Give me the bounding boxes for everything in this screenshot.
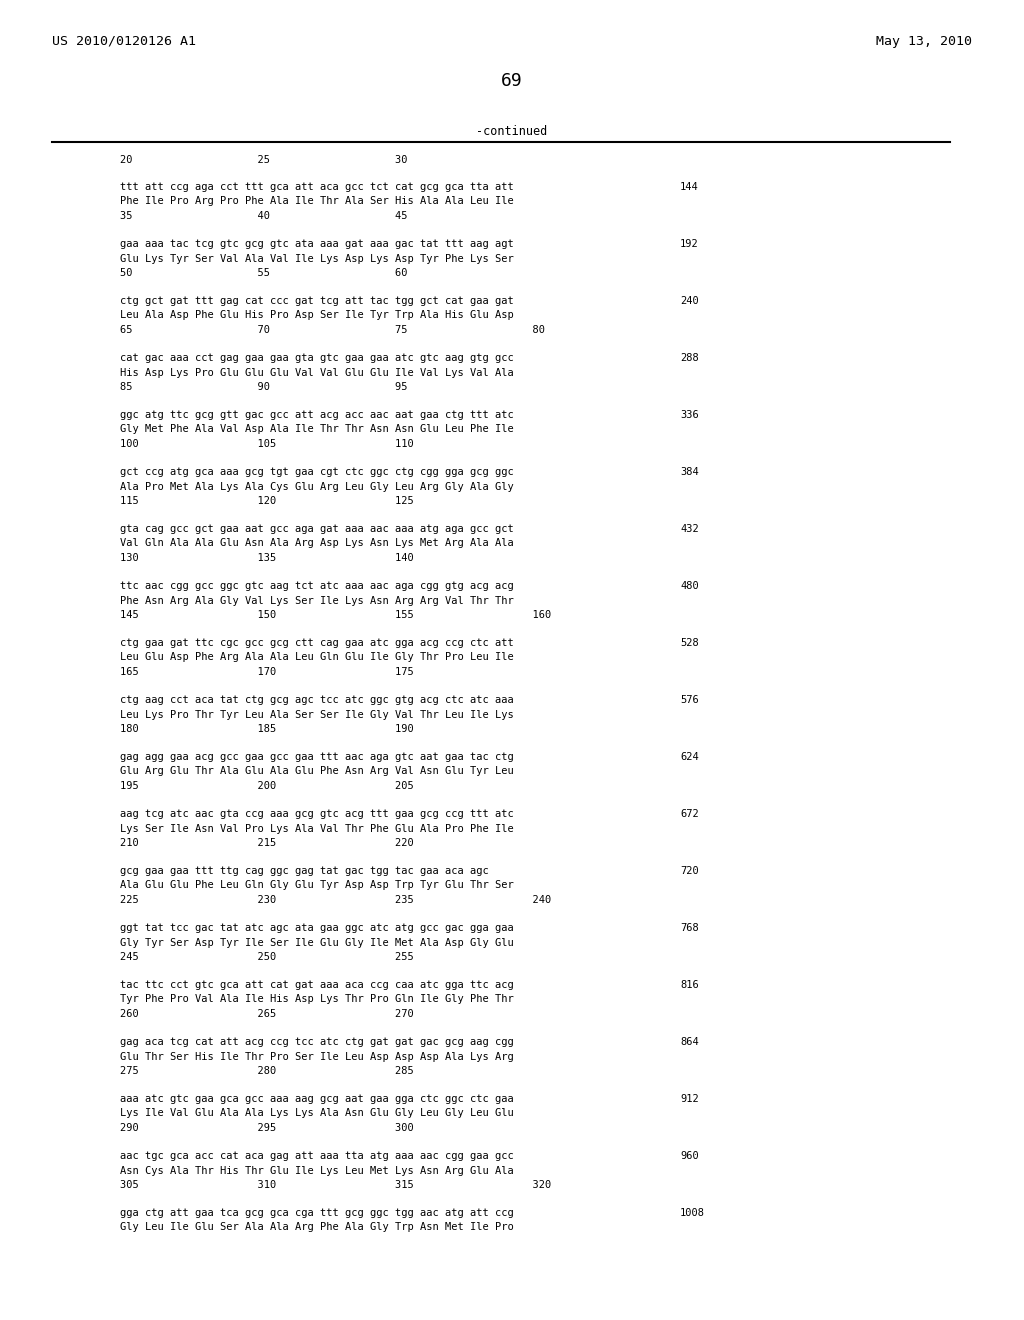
Text: 672: 672 [680,809,698,818]
Text: 720: 720 [680,866,698,876]
Text: cat gac aaa cct gag gaa gaa gta gtc gaa gaa atc gtc aag gtg gcc: cat gac aaa cct gag gaa gaa gta gtc gaa … [120,352,514,363]
Text: gct ccg atg gca aaa gcg tgt gaa cgt ctc ggc ctg cgg gga gcg ggc: gct ccg atg gca aaa gcg tgt gaa cgt ctc … [120,467,514,477]
Text: Gly Met Phe Ala Val Asp Ala Ile Thr Thr Asn Asn Glu Leu Phe Ile: Gly Met Phe Ala Val Asp Ala Ile Thr Thr … [120,425,514,434]
Text: gag aca tcg cat att acg ccg tcc atc ctg gat gat gac gcg aag cgg: gag aca tcg cat att acg ccg tcc atc ctg … [120,1038,514,1047]
Text: 115                   120                   125: 115 120 125 [120,496,414,506]
Text: 260                   265                   270: 260 265 270 [120,1008,414,1019]
Text: 145                   150                   155                   160: 145 150 155 160 [120,610,551,620]
Text: 864: 864 [680,1038,698,1047]
Text: US 2010/0120126 A1: US 2010/0120126 A1 [52,36,196,48]
Text: aaa atc gtc gaa gca gcc aaa aag gcg aat gaa gga ctc ggc ctc gaa: aaa atc gtc gaa gca gcc aaa aag gcg aat … [120,1094,514,1104]
Text: 576: 576 [680,696,698,705]
Text: gaa aaa tac tcg gtc gcg gtc ata aaa gat aaa gac tat ttt aag agt: gaa aaa tac tcg gtc gcg gtc ata aaa gat … [120,239,514,249]
Text: Leu Glu Asp Phe Arg Ala Ala Leu Gln Glu Ile Gly Thr Pro Leu Ile: Leu Glu Asp Phe Arg Ala Ala Leu Gln Glu … [120,652,514,663]
Text: aag tcg atc aac gta ccg aaa gcg gtc acg ttt gaa gcg ccg ttt atc: aag tcg atc aac gta ccg aaa gcg gtc acg … [120,809,514,818]
Text: 240: 240 [680,296,698,306]
Text: 480: 480 [680,581,698,591]
Text: Asn Cys Ala Thr His Thr Glu Ile Lys Leu Met Lys Asn Arg Glu Ala: Asn Cys Ala Thr His Thr Glu Ile Lys Leu … [120,1166,514,1176]
Text: 816: 816 [680,979,698,990]
Text: 288: 288 [680,352,698,363]
Text: ttc aac cgg gcc ggc gtc aag tct atc aaa aac aga cgg gtg acg acg: ttc aac cgg gcc ggc gtc aag tct atc aaa … [120,581,514,591]
Text: May 13, 2010: May 13, 2010 [876,36,972,48]
Text: Ala Pro Met Ala Lys Ala Cys Glu Arg Leu Gly Leu Arg Gly Ala Gly: Ala Pro Met Ala Lys Ala Cys Glu Arg Leu … [120,482,514,491]
Text: 20                    25                    30: 20 25 30 [120,154,408,165]
Text: gag agg gaa acg gcc gaa gcc gaa ttt aac aga gtc aat gaa tac ctg: gag agg gaa acg gcc gaa gcc gaa ttt aac … [120,752,514,762]
Text: 144: 144 [680,182,698,191]
Text: ctg gct gat ttt gag cat ccc gat tcg att tac tgg gct cat gaa gat: ctg gct gat ttt gag cat ccc gat tcg att … [120,296,514,306]
Text: 180                   185                   190: 180 185 190 [120,723,414,734]
Text: Glu Lys Tyr Ser Val Ala Val Ile Lys Asp Lys Asp Tyr Phe Lys Ser: Glu Lys Tyr Ser Val Ala Val Ile Lys Asp … [120,253,514,264]
Text: 35                    40                    45: 35 40 45 [120,211,408,220]
Text: Gly Leu Ile Glu Ser Ala Ala Arg Phe Ala Gly Trp Asn Met Ile Pro: Gly Leu Ile Glu Ser Ala Ala Arg Phe Ala … [120,1222,514,1233]
Text: 912: 912 [680,1094,698,1104]
Text: Lys Ile Val Glu Ala Ala Lys Lys Ala Asn Glu Gly Leu Gly Leu Glu: Lys Ile Val Glu Ala Ala Lys Lys Ala Asn … [120,1109,514,1118]
Text: Glu Arg Glu Thr Ala Glu Ala Glu Phe Asn Arg Val Asn Glu Tyr Leu: Glu Arg Glu Thr Ala Glu Ala Glu Phe Asn … [120,767,514,776]
Text: 245                   250                   255: 245 250 255 [120,952,414,962]
Text: Ala Glu Glu Phe Leu Gln Gly Glu Tyr Asp Asp Trp Tyr Glu Thr Ser: Ala Glu Glu Phe Leu Gln Gly Glu Tyr Asp … [120,880,514,891]
Text: 195                   200                   205: 195 200 205 [120,781,414,791]
Text: Lys Ser Ile Asn Val Pro Lys Ala Val Thr Phe Glu Ala Pro Phe Ile: Lys Ser Ile Asn Val Pro Lys Ala Val Thr … [120,824,514,833]
Text: ggc atg ttc gcg gtt gac gcc att acg acc aac aat gaa ctg ttt atc: ggc atg ttc gcg gtt gac gcc att acg acc … [120,411,514,420]
Text: 768: 768 [680,923,698,933]
Text: -continued: -continued [476,125,548,139]
Text: ttt att ccg aga cct ttt gca att aca gcc tct cat gcg gca tta att: ttt att ccg aga cct ttt gca att aca gcc … [120,182,514,191]
Text: ctg aag cct aca tat ctg gcg agc tcc atc ggc gtg acg ctc atc aaa: ctg aag cct aca tat ctg gcg agc tcc atc … [120,696,514,705]
Text: Glu Thr Ser His Ile Thr Pro Ser Ile Leu Asp Asp Asp Ala Lys Arg: Glu Thr Ser His Ile Thr Pro Ser Ile Leu … [120,1052,514,1061]
Text: gcg gaa gaa ttt ttg cag ggc gag tat gac tgg tac gaa aca agc: gcg gaa gaa ttt ttg cag ggc gag tat gac … [120,866,488,876]
Text: tac ttc cct gtc gca att cat gat aaa aca ccg caa atc gga ttc acg: tac ttc cct gtc gca att cat gat aaa aca … [120,979,514,990]
Text: Leu Ala Asp Phe Glu His Pro Asp Ser Ile Tyr Trp Ala His Glu Asp: Leu Ala Asp Phe Glu His Pro Asp Ser Ile … [120,310,514,321]
Text: 384: 384 [680,467,698,477]
Text: 275                   280                   285: 275 280 285 [120,1067,414,1076]
Text: 165                   170                   175: 165 170 175 [120,667,414,677]
Text: Leu Lys Pro Thr Tyr Leu Ala Ser Ser Ile Gly Val Thr Leu Ile Lys: Leu Lys Pro Thr Tyr Leu Ala Ser Ser Ile … [120,710,514,719]
Text: His Asp Lys Pro Glu Glu Glu Val Val Glu Glu Ile Val Lys Val Ala: His Asp Lys Pro Glu Glu Glu Val Val Glu … [120,367,514,378]
Text: 225                   230                   235                   240: 225 230 235 240 [120,895,551,906]
Text: 130                   135                   140: 130 135 140 [120,553,414,564]
Text: 210                   215                   220: 210 215 220 [120,838,414,847]
Text: 69: 69 [501,73,523,90]
Text: 305                   310                   315                   320: 305 310 315 320 [120,1180,551,1191]
Text: 50                    55                    60: 50 55 60 [120,268,408,279]
Text: Tyr Phe Pro Val Ala Ile His Asp Lys Thr Pro Gln Ile Gly Phe Thr: Tyr Phe Pro Val Ala Ile His Asp Lys Thr … [120,994,514,1005]
Text: 192: 192 [680,239,698,249]
Text: 290                   295                   300: 290 295 300 [120,1123,414,1133]
Text: ggt tat tcc gac tat atc agc ata gaa ggc atc atg gcc gac gga gaa: ggt tat tcc gac tat atc agc ata gaa ggc … [120,923,514,933]
Text: aac tgc gca acc cat aca gag att aaa tta atg aaa aac cgg gaa gcc: aac tgc gca acc cat aca gag att aaa tta … [120,1151,514,1162]
Text: 624: 624 [680,752,698,762]
Text: 85                    90                    95: 85 90 95 [120,381,408,392]
Text: gga ctg att gaa tca gcg gca cga ttt gcg ggc tgg aac atg att ccg: gga ctg att gaa tca gcg gca cga ttt gcg … [120,1208,514,1218]
Text: 336: 336 [680,411,698,420]
Text: gta cag gcc gct gaa aat gcc aga gat aaa aac aaa atg aga gcc gct: gta cag gcc gct gaa aat gcc aga gat aaa … [120,524,514,535]
Text: Gly Tyr Ser Asp Tyr Ile Ser Ile Glu Gly Ile Met Ala Asp Gly Glu: Gly Tyr Ser Asp Tyr Ile Ser Ile Glu Gly … [120,937,514,948]
Text: 100                   105                   110: 100 105 110 [120,440,414,449]
Text: Phe Asn Arg Ala Gly Val Lys Ser Ile Lys Asn Arg Arg Val Thr Thr: Phe Asn Arg Ala Gly Val Lys Ser Ile Lys … [120,595,514,606]
Text: 528: 528 [680,638,698,648]
Text: ctg gaa gat ttc cgc gcc gcg ctt cag gaa atc gga acg ccg ctc att: ctg gaa gat ttc cgc gcc gcg ctt cag gaa … [120,638,514,648]
Text: 1008: 1008 [680,1208,705,1218]
Text: 960: 960 [680,1151,698,1162]
Text: Phe Ile Pro Arg Pro Phe Ala Ile Thr Ala Ser His Ala Ala Leu Ile: Phe Ile Pro Arg Pro Phe Ala Ile Thr Ala … [120,197,514,206]
Text: 65                    70                    75                    80: 65 70 75 80 [120,325,545,335]
Text: 432: 432 [680,524,698,535]
Text: Val Gln Ala Ala Glu Asn Ala Arg Asp Lys Asn Lys Met Arg Ala Ala: Val Gln Ala Ala Glu Asn Ala Arg Asp Lys … [120,539,514,549]
